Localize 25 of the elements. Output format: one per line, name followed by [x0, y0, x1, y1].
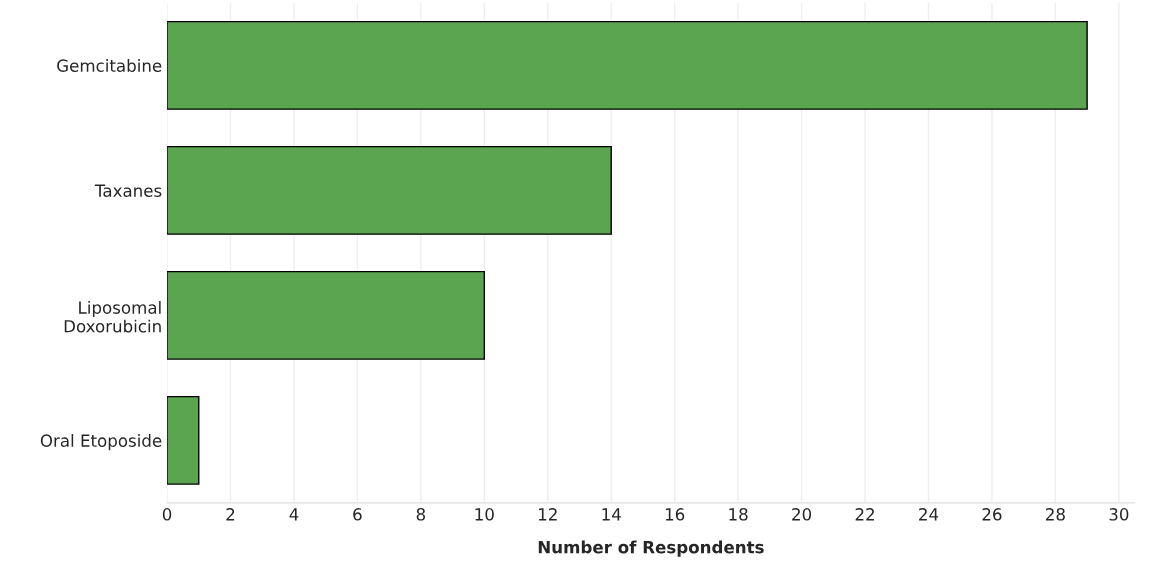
x-tick-label: 14 [602, 508, 621, 521]
x-axis-title: Number of Respondents [538, 540, 764, 557]
x-tick-label: 12 [538, 508, 557, 521]
x-tick-label: 8 [416, 508, 426, 521]
x-tick-label: 20 [792, 508, 812, 521]
x-tick-label: 2 [226, 508, 235, 521]
x-tick-label: 18 [729, 508, 748, 521]
y-tick-label: Liposomal Doxorubicin [64, 300, 161, 333]
x-tick-label: 30 [1109, 508, 1129, 521]
x-tick-label: 4 [289, 508, 299, 521]
bar [167, 20, 1088, 110]
x-tick-label: 26 [982, 508, 1002, 521]
x-tick-label: 28 [1046, 508, 1065, 521]
x-tick-label: 16 [665, 508, 685, 521]
bar [167, 395, 200, 485]
y-tick-label: Oral Etoposide [40, 434, 162, 451]
bar [167, 270, 486, 360]
x-tick-label: 6 [353, 508, 362, 521]
y-tick-label: Taxanes [94, 184, 162, 197]
bar [167, 145, 612, 235]
x-tick-label: 22 [855, 508, 874, 521]
x-tick-label: 0 [162, 508, 172, 521]
x-tick-label: 24 [919, 508, 939, 521]
y-tick-label: Gemcitabine [57, 59, 162, 72]
x-tick-label: 10 [475, 508, 494, 521]
